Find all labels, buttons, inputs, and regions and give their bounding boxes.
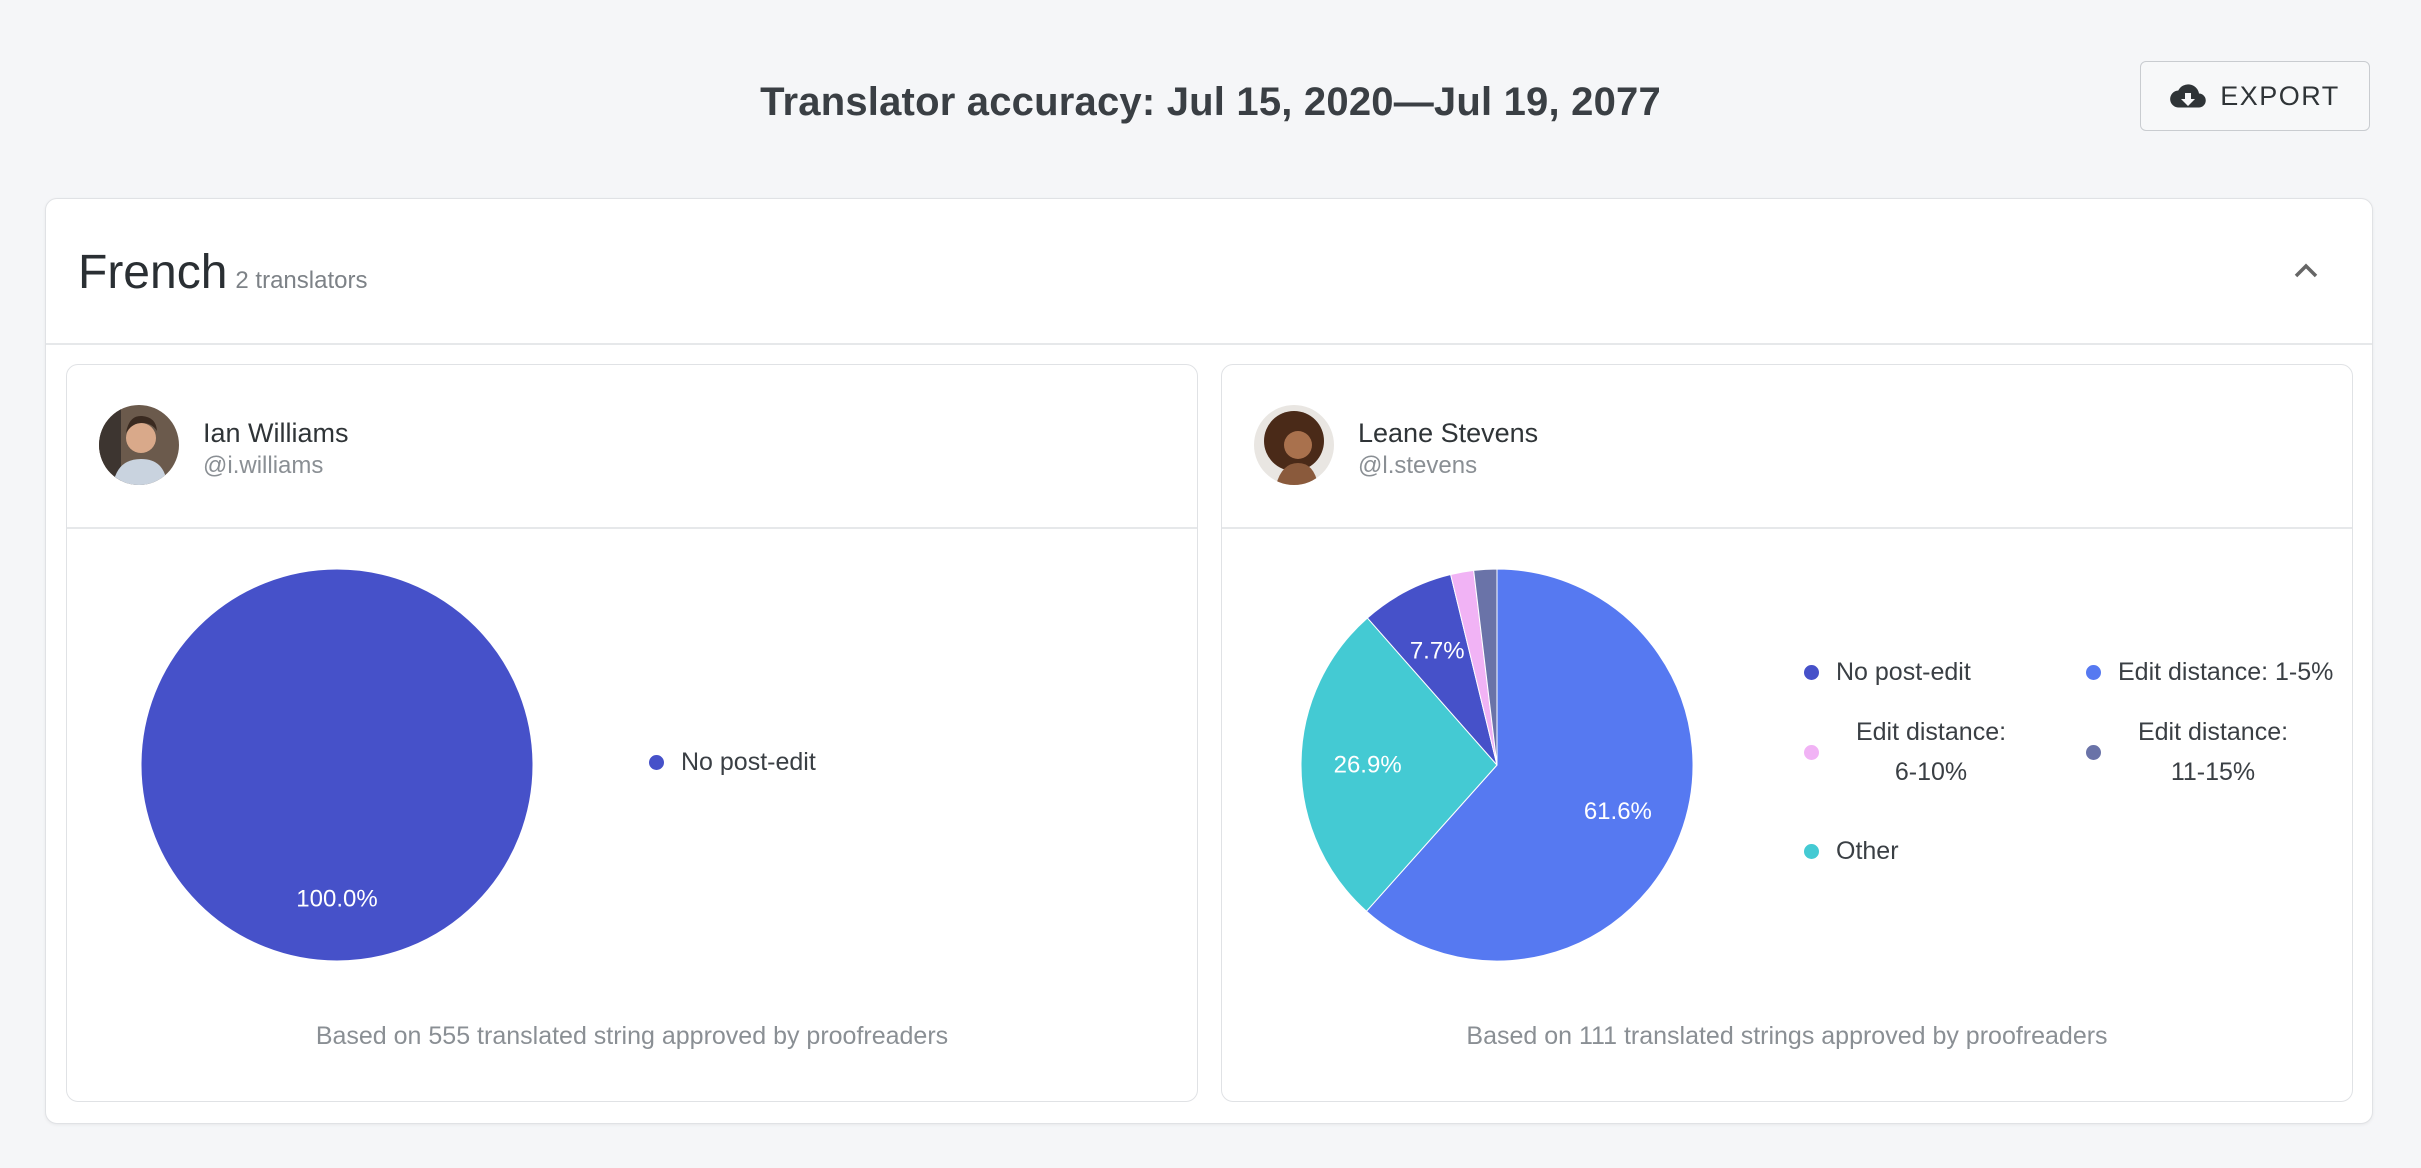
legend-label: No post-edit	[681, 748, 816, 776]
translator-handle: @l.stevens	[1358, 452, 1478, 479]
export-label: EXPORT	[2220, 80, 2340, 111]
legend-label: Edit distance: 11-15%	[2137, 718, 2289, 786]
avatar	[99, 405, 179, 485]
translator-count: 2 translators	[235, 267, 368, 294]
legend-item-no-post-edit[interactable]: No post-edit	[1804, 658, 1971, 687]
chart-footer: Based on 555 translated string approved …	[315, 1022, 949, 1050]
slice-label: 100.0%	[296, 885, 377, 912]
legend-dot	[649, 755, 664, 770]
language-name: French	[78, 246, 228, 299]
translator-name: Ian Williams	[203, 418, 349, 448]
legend-dot	[1804, 844, 1819, 859]
slice-label: 26.9%	[1334, 752, 1402, 779]
legend-dot	[1804, 665, 1819, 680]
language-card: French 2 translators Ian Williams @i.will…	[45, 198, 2373, 1124]
chart-footer: Based on 111 translated strings approved…	[1466, 1022, 2108, 1050]
export-button[interactable]: EXPORT	[2140, 61, 2370, 131]
pie-chart: 61.6% 26.9% 7.7%	[1300, 568, 1694, 962]
legend-dot	[1804, 744, 1819, 760]
translator-card: Ian Williams @i.williams 100.0% No post-…	[66, 364, 1198, 1102]
chevron-up-icon[interactable]	[2288, 253, 2324, 289]
pie-slice[interactable]	[1300, 617, 1498, 912]
legend-item-no-post-edit[interactable]: No post-edit	[649, 748, 816, 777]
legend-item-edit-6-10[interactable]: Edit distance: 6-10%	[1804, 712, 2026, 792]
cloud-download-icon	[2170, 84, 2206, 108]
legend-label: No post-edit	[1836, 658, 1971, 686]
translator-name: Leane Stevens	[1358, 418, 1539, 448]
legend-dot	[2086, 744, 2101, 760]
legend-item-edit-1-5[interactable]: Edit distance: 1-5%	[2086, 658, 2333, 687]
legend-label: Other	[1836, 837, 1899, 865]
legend-item-edit-11-15[interactable]: Edit distance: 11-15%	[2086, 712, 2308, 792]
page-title: Translator accuracy: Jul 15, 2020—Jul 19…	[760, 80, 1661, 124]
legend-dot	[2086, 665, 2101, 680]
pie-slice[interactable]	[1473, 568, 1498, 766]
slice-label: 61.6%	[1584, 798, 1652, 825]
avatar	[1254, 405, 1334, 485]
translator-card: Leane Stevens @l.stevens 61.6% 26.9% 7.7% …	[1221, 364, 2353, 1102]
pie-chart: 100.0%	[140, 568, 534, 962]
pie-slice[interactable]	[1366, 573, 1498, 766]
legend-item-other[interactable]: Other	[1804, 837, 1899, 866]
translator-handle: @i.williams	[203, 452, 324, 479]
pie-slice[interactable]	[1365, 568, 1694, 962]
language-card-header[interactable]: French 2 translators	[46, 199, 2372, 345]
legend-label: Edit distance: 6-10%	[1855, 718, 2007, 786]
slice-label: 7.7%	[1410, 637, 1465, 664]
legend-label: Edit distance: 1-5%	[2118, 658, 2334, 686]
pie-slice[interactable]	[140, 568, 534, 962]
